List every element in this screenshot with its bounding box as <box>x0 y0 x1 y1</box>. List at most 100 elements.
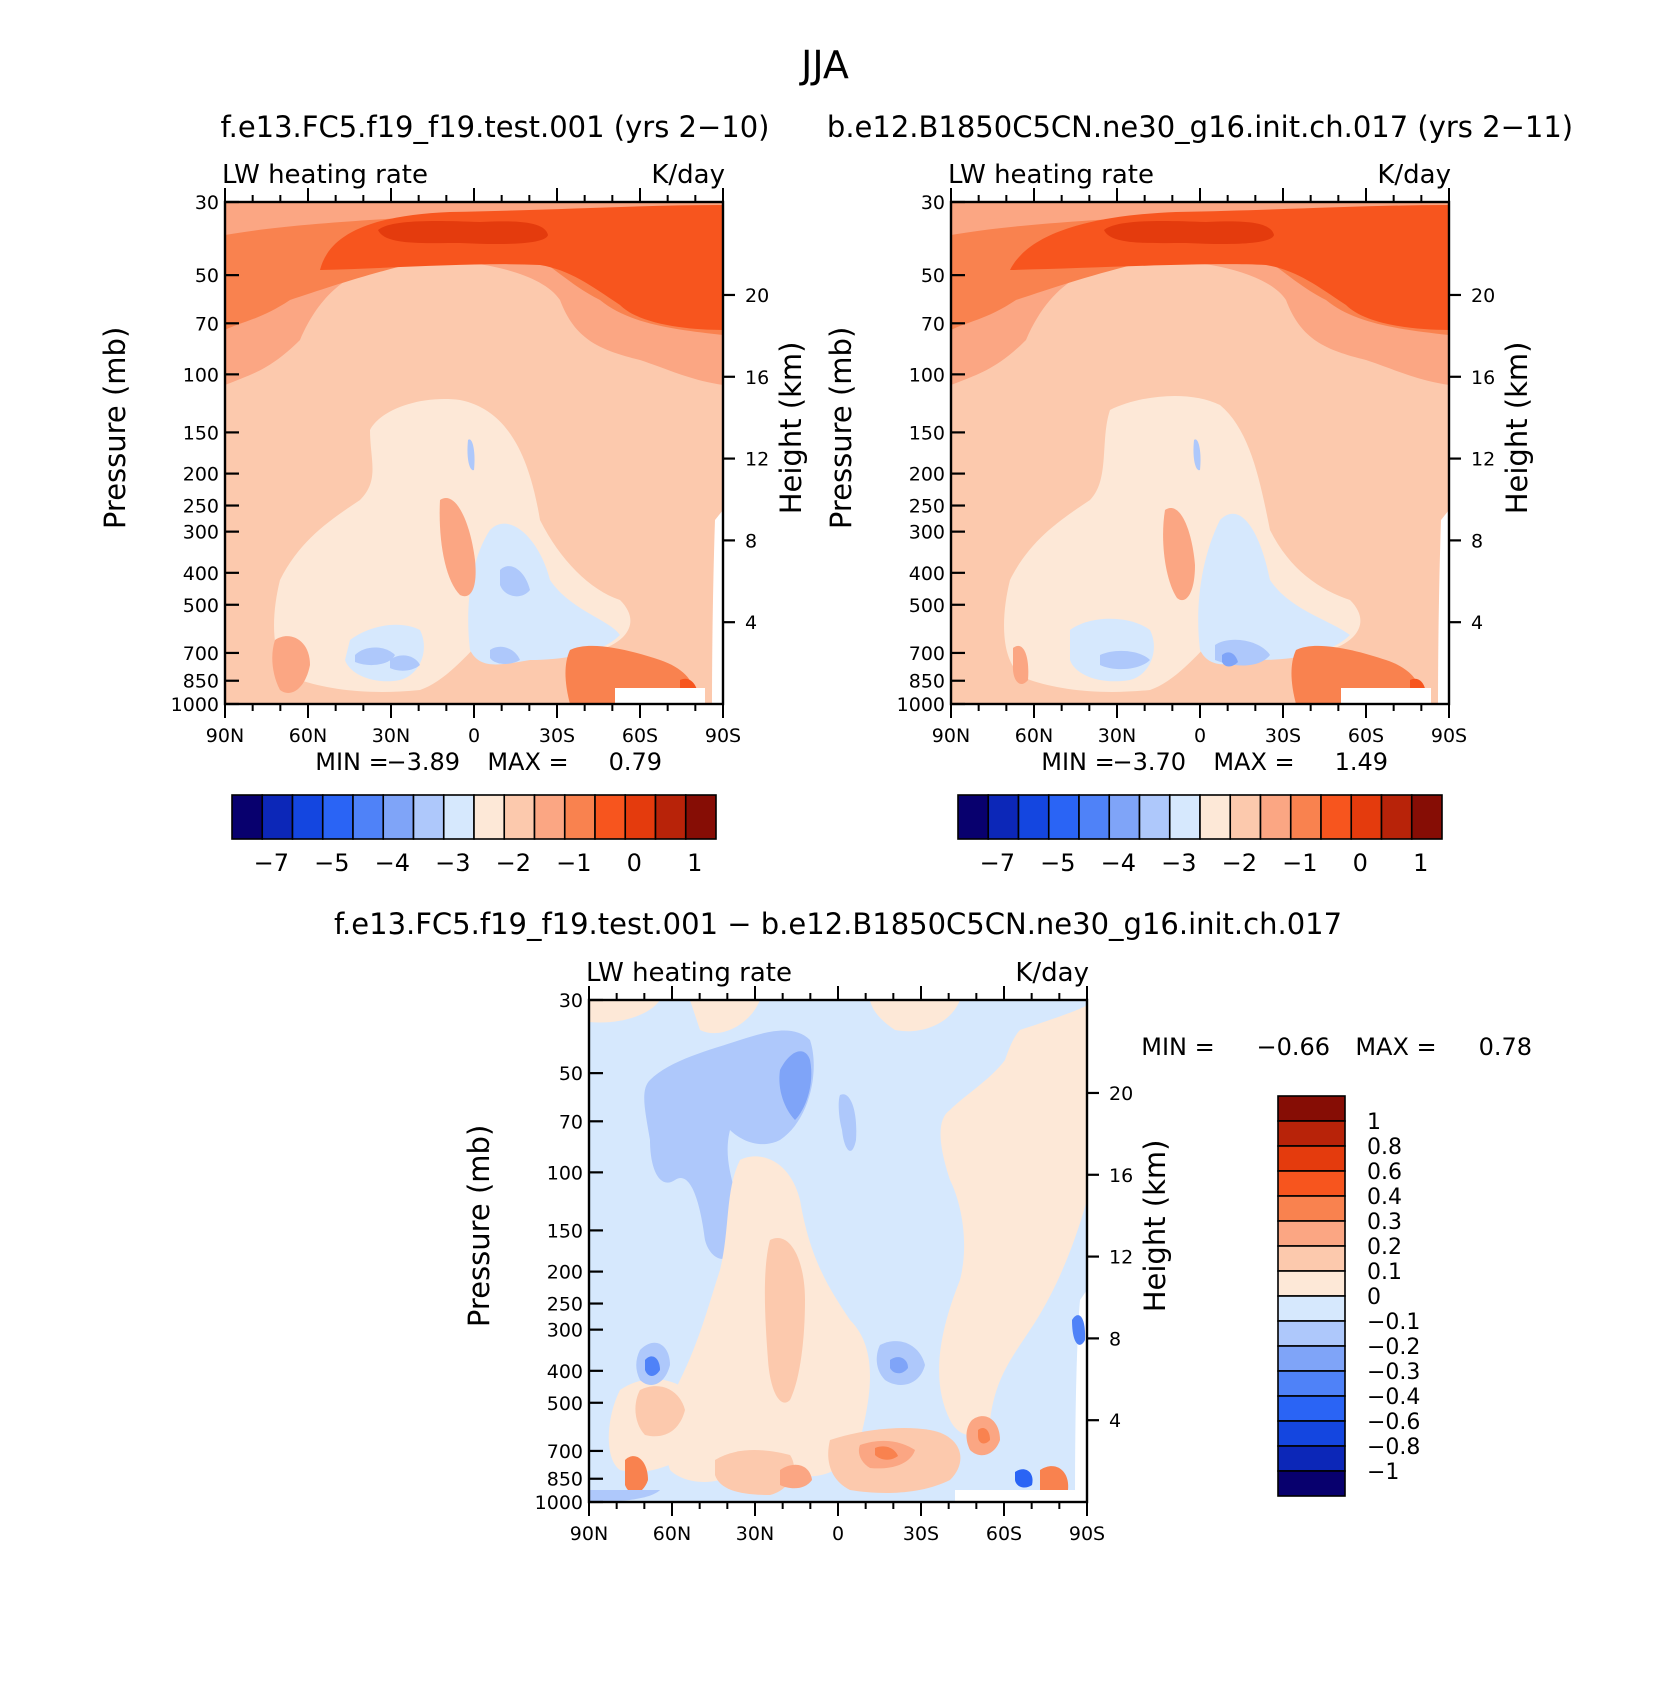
colorbar-label: 0.2 <box>1367 1235 1402 1260</box>
panel-2-min-value: −3.70 <box>1112 748 1186 776</box>
x-tick-label: 0 <box>468 725 480 747</box>
colorbar-swatch <box>1277 1220 1346 1247</box>
panel-2-title: b.e12.B1850C5CN.ne30_g16.init.ch.017 (yr… <box>827 110 1573 144</box>
colorbar-label: 0.3 <box>1367 1210 1402 1235</box>
colorbar-swatch <box>261 794 294 840</box>
y-tick-label: 100 <box>909 364 945 386</box>
x-tick-label: 90S <box>1431 725 1467 747</box>
colorbar-label: 0 <box>1353 849 1368 877</box>
colorbar-label: −7 <box>980 849 1015 877</box>
y-tick-label: 400 <box>183 563 219 585</box>
x-tick-label: 30N <box>372 725 410 747</box>
figure-title: JJA <box>799 43 849 87</box>
colorbar-label: −3 <box>435 849 470 877</box>
colorbar-swatch <box>624 794 657 840</box>
colorbar-swatch <box>1168 794 1201 840</box>
y-right-tick-label: 16 <box>745 367 769 389</box>
colorbar-label: −1 <box>1367 1460 1399 1485</box>
x-tick-label: 60S <box>986 1523 1022 1545</box>
y-tick-label: 150 <box>547 1220 583 1242</box>
y-right-axis-label: Height (km) <box>1138 1140 1172 1313</box>
colorbar-swatch <box>1277 1370 1346 1397</box>
y-right-tick-label: 4 <box>745 612 757 634</box>
colorbar-label: −1 <box>556 849 591 877</box>
y-right-tick-label: 16 <box>1471 367 1495 389</box>
colorbar-swatch <box>684 794 717 840</box>
panel-1-variable-name: LW heating rate <box>222 160 428 190</box>
y-tick-label: 70 <box>195 313 219 335</box>
colorbar-label: −7 <box>254 849 289 877</box>
y-tick-label: 1000 <box>171 694 219 716</box>
colorbar-label: −0.8 <box>1367 1435 1420 1460</box>
colorbar-label: −3 <box>1161 849 1196 877</box>
panel-3-title: f.e13.FC5.f19_f19.test.001 − b.e12.B1850… <box>334 907 1342 941</box>
y-axis-label: Pressure (mb) <box>462 1125 496 1327</box>
y-right-tick-label: 4 <box>1471 612 1483 634</box>
colorbar-swatch <box>1277 1470 1346 1497</box>
panel-1-units: K/day <box>651 160 725 190</box>
x-tick-label: 30S <box>1265 725 1301 747</box>
panel-3-units: K/day <box>1015 958 1089 988</box>
colorbar-swatch <box>1320 794 1353 840</box>
colorbar-swatch <box>1277 1395 1346 1422</box>
colorbar-swatch <box>563 794 596 840</box>
x-tick-label: 90S <box>705 725 741 747</box>
y-tick-label: 200 <box>909 464 945 486</box>
panel-2-min-label: MIN = <box>1041 748 1114 776</box>
colorbar-label: 0.1 <box>1367 1260 1402 1285</box>
y-tick-label: 100 <box>183 364 219 386</box>
colorbar-swatch <box>1289 794 1322 840</box>
y-tick-label: 850 <box>547 1469 583 1491</box>
colorbar-label: −2 <box>1222 849 1257 877</box>
y-right-tick-label: 12 <box>745 449 769 471</box>
x-tick-label: 30S <box>903 1523 939 1545</box>
panel-2: LW heating rate K/day 305070100150200250… <box>824 160 1534 877</box>
colorbar-label: 0.4 <box>1367 1185 1402 1210</box>
colorbar-swatch <box>1350 794 1383 840</box>
y-tick-label: 200 <box>547 1262 583 1284</box>
panel-1-title: f.e13.FC5.f19_f19.test.001 (yrs 2−10) <box>221 110 770 144</box>
y-tick-label: 200 <box>183 464 219 486</box>
y-tick-label: 70 <box>921 313 945 335</box>
panel-2-units: K/day <box>1377 160 1451 190</box>
x-tick-label: 90N <box>570 1523 608 1545</box>
colorbar-swatch <box>1047 794 1080 840</box>
x-tick-label: 60N <box>1015 725 1053 747</box>
y-tick-label: 250 <box>183 496 219 518</box>
y-right-tick-label: 20 <box>1471 285 1495 307</box>
y-right-axis-label: Height (km) <box>1500 342 1534 515</box>
colorbar-label: −1 <box>1282 849 1317 877</box>
y-right-tick-label: 16 <box>1109 1165 1133 1187</box>
y-tick-label: 400 <box>909 563 945 585</box>
colorbar-label: 0.8 <box>1367 1135 1402 1160</box>
colorbar-swatch <box>533 794 566 840</box>
colorbar-swatch <box>382 794 415 840</box>
colorbar-swatch <box>473 794 506 840</box>
colorbar-swatch <box>1277 1170 1346 1197</box>
colorbar-swatch <box>1277 1320 1346 1347</box>
panel-1-max-label: MAX = <box>487 748 568 776</box>
colorbar-swatch <box>1199 794 1232 840</box>
panel-1-colorbar: −7 −5 −4 −3 −2 −1 0 1 <box>231 794 717 877</box>
y-right-tick-label: 8 <box>1471 530 1483 552</box>
colorbar-swatch <box>1380 794 1413 840</box>
y-tick-label: 300 <box>909 522 945 544</box>
y-tick-label: 1000 <box>897 694 945 716</box>
y-axis-label: Pressure (mb) <box>824 327 858 529</box>
y-right-tick-label: 20 <box>1109 1083 1133 1105</box>
y-tick-label: 1000 <box>535 1492 583 1514</box>
panel-1-min-value: −3.89 <box>386 748 460 776</box>
colorbar-label: 0.6 <box>1367 1160 1402 1185</box>
panel-2-colorbar: −7 −5 −4 −3 −2 −1 0 1 <box>957 794 1443 877</box>
panel-3-min-value: −0.66 <box>1256 1033 1330 1061</box>
y-tick-label: 700 <box>547 1441 583 1463</box>
colorbar-label: −5 <box>314 849 349 877</box>
colorbar-swatch <box>352 794 385 840</box>
colorbar-swatch <box>987 794 1020 840</box>
y-tick-label: 500 <box>183 595 219 617</box>
colorbar-swatch <box>594 794 627 840</box>
colorbar-label: 0 <box>627 849 642 877</box>
